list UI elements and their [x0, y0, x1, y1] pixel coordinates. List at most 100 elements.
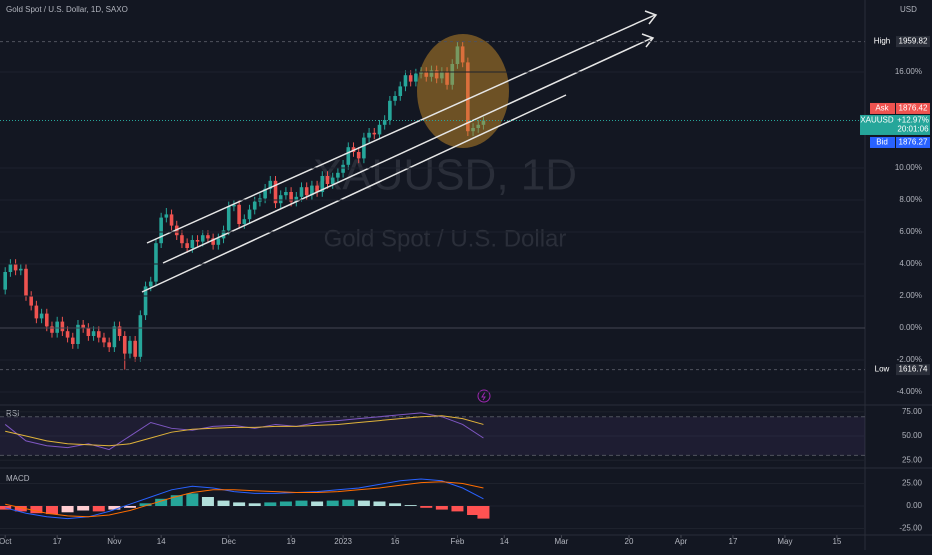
candle-body	[164, 214, 169, 218]
x-tick-label: 2023	[334, 537, 352, 546]
watermark-name: Gold Spot / U.S. Dollar	[324, 225, 567, 252]
y-tick-label: 16.00%	[895, 67, 922, 76]
candle-body	[232, 204, 236, 207]
candle-body	[185, 243, 189, 248]
x-tick-label: Mar	[555, 537, 569, 546]
event-circle[interactable]	[477, 389, 491, 403]
low-tag	[870, 364, 895, 376]
macd-histogram-bar	[61, 506, 74, 513]
candle-body	[24, 268, 28, 296]
last-change: +12.97%	[897, 116, 929, 125]
candle-body	[299, 187, 304, 197]
bid-price-tag	[896, 136, 930, 148]
candle-body	[180, 235, 184, 244]
event-bolt[interactable]	[481, 391, 486, 401]
x-tick-label: 15	[832, 537, 841, 546]
y-tick-label: 2.00%	[899, 291, 922, 300]
macd-histogram-bar	[77, 506, 90, 511]
candle-body	[382, 120, 387, 125]
candle-body	[70, 337, 75, 344]
rsi-title: RSI	[6, 409, 19, 418]
x-tick-label: Nov	[107, 537, 121, 546]
low-price-tag	[896, 364, 930, 376]
candle-body	[13, 264, 18, 271]
x-tick-label: 14	[500, 537, 509, 546]
candle-body	[50, 326, 54, 333]
y-tick-label: 25.00	[902, 455, 923, 464]
high-label: High	[874, 37, 890, 46]
x-tick-label: 20	[625, 537, 634, 546]
candle-body	[315, 185, 319, 192]
macd-histogram-bar	[45, 506, 58, 515]
high-tag	[870, 36, 895, 48]
x-tick-label: 19	[287, 537, 296, 546]
candle-body	[273, 180, 278, 204]
candle-body	[330, 177, 335, 184]
candle-body	[60, 321, 65, 332]
macd-title: MACD	[6, 474, 30, 483]
candle-body	[278, 195, 283, 204]
macd-histogram-bar	[139, 503, 152, 506]
x-tick-label: Oct	[0, 537, 12, 546]
candle-body	[3, 272, 7, 290]
x-tick-label: 17	[729, 537, 738, 546]
currency: USD	[900, 5, 917, 14]
candle-body	[159, 217, 163, 244]
candle-body	[325, 176, 330, 184]
drawings	[141, 10, 658, 293]
candle-body	[237, 204, 241, 224]
arrow-head	[644, 10, 658, 25]
ask-label: Ask	[875, 104, 889, 113]
candle-body	[154, 243, 158, 282]
macd-histogram-bar	[435, 506, 448, 510]
candle-body	[34, 305, 39, 319]
macd-histogram-bar	[248, 503, 261, 506]
x-tick-label: Dec	[222, 537, 236, 546]
low-price: 1616.74	[899, 365, 928, 374]
candle-body	[294, 196, 299, 202]
candle-body	[86, 328, 91, 336]
macd-histogram-bar	[201, 497, 214, 506]
candle-body	[362, 137, 366, 159]
candle-body	[138, 315, 143, 357]
candle-body	[388, 100, 392, 120]
y-tick-label: 75.00	[902, 407, 923, 416]
y-tick-label: 25.00	[902, 479, 923, 488]
candle-body	[310, 185, 314, 196]
candle-body	[372, 132, 377, 135]
y-tick-label: 0.00%	[899, 323, 922, 332]
bid-label: Bid	[876, 138, 888, 147]
candle-body	[169, 214, 174, 226]
candle-body	[367, 132, 371, 138]
event-icon[interactable]	[477, 389, 491, 403]
macd-histogram-bar	[186, 493, 199, 506]
candle-body	[341, 164, 345, 173]
y-tick-label: -2.00%	[897, 355, 922, 364]
candle-body	[304, 187, 309, 196]
candle-body	[216, 238, 221, 245]
macd-histogram-bar	[108, 506, 121, 510]
macd-histogram-bar	[295, 500, 308, 506]
y-tick-label: 0.00	[906, 501, 922, 510]
candle-body	[76, 324, 80, 344]
candle-body	[346, 147, 351, 165]
macd-histogram-bar	[467, 506, 480, 515]
candle-body	[143, 286, 148, 316]
candle-body	[65, 331, 70, 338]
candle-body	[29, 296, 33, 306]
x-tick-label: 17	[53, 537, 62, 546]
macd-histogram-bar	[279, 501, 292, 506]
candle-body	[320, 176, 325, 192]
candle-body	[284, 192, 288, 196]
macd-histogram-bar	[155, 498, 168, 506]
bid-tag	[870, 136, 895, 148]
candle-body	[117, 326, 122, 336]
macd-histogram-bar	[92, 506, 105, 512]
y-tick-label: 6.00%	[899, 227, 922, 236]
candle-body	[226, 206, 231, 231]
candle-body	[377, 124, 382, 135]
macd-histogram-bar	[123, 506, 136, 508]
high-price-tag	[896, 36, 930, 48]
